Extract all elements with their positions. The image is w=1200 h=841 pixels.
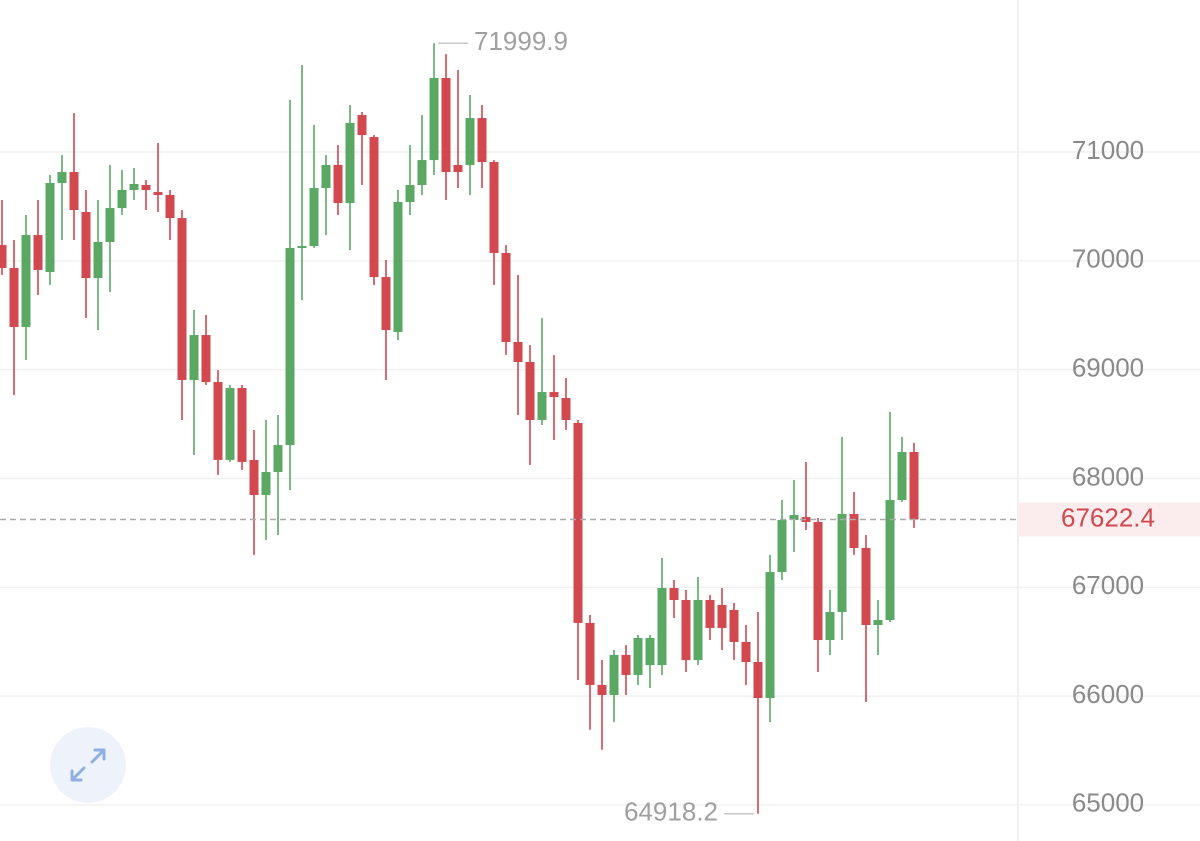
candle-body [45,183,55,273]
candle-body [105,208,115,242]
candle-body [405,184,415,202]
y-tick-label: 70000 [1072,244,1144,274]
candle-body [165,194,175,219]
candle-body [93,241,103,279]
candle-body [585,622,595,685]
low-label: 64918.2 [624,797,718,827]
candle-body [537,392,547,421]
y-tick-label: 71000 [1072,135,1144,165]
candle-body [573,422,583,623]
candle-body [393,201,403,332]
candle-body [285,247,295,446]
candle-body [189,335,199,380]
candle-body [33,235,43,270]
candle-body [297,246,307,248]
y-tick-label: 68000 [1072,461,1144,491]
candle-body [81,211,91,279]
candle-body [69,172,79,211]
candle-body [489,162,499,253]
candle-body [561,398,571,421]
candle-body [717,604,727,628]
candle-body [789,515,799,521]
candle-body [753,662,763,699]
candle-body [141,184,151,190]
candle-body [417,160,427,185]
candle-body [477,118,487,163]
last-price-label: 67622.4 [1061,502,1155,532]
candle-body [57,172,67,184]
candle-body [669,588,679,600]
candle-body [201,335,211,383]
candle-body [357,115,367,136]
candle-body [465,118,475,165]
candle-body [897,452,907,500]
candle-body [909,452,919,520]
candle-body [321,164,331,189]
candle-body [501,252,511,342]
candle-body [225,388,235,460]
candle-body [825,611,835,641]
candle-body [9,268,19,327]
candle-body [813,521,823,641]
expand-button-bg [50,727,126,803]
candle-body [849,514,859,548]
candle-body [705,599,715,628]
candle-body [273,445,283,473]
candle-body [345,122,355,204]
candle-body [0,245,7,269]
candle-body [693,599,703,661]
candle-body [657,588,667,666]
candle-body [513,341,523,363]
candle-body [369,136,379,278]
candle-body [861,547,871,626]
y-tick-label: 67000 [1072,570,1144,600]
candle-body [153,192,163,195]
candle-body [237,388,247,462]
candle-body [333,164,343,204]
expand-icon [70,748,106,782]
candle-body [309,188,319,247]
candle-body [777,520,787,573]
candle-body [549,392,559,398]
candle-body [645,637,655,666]
candle-body [525,362,535,421]
candle-body [633,637,643,675]
high-label: 71999.9 [474,26,568,56]
candle-body [681,599,691,661]
candle-body [177,218,187,380]
candle-body [441,78,451,173]
candle-body [597,684,607,695]
y-tick-label: 66000 [1072,679,1144,709]
expand-button[interactable] [50,727,126,803]
candle-body [609,654,619,695]
candle-body [741,641,751,663]
candle-body [117,189,127,209]
candle-body [381,277,391,331]
candle-body [213,382,223,460]
candle-body [249,459,259,495]
candle-body [429,78,439,161]
candle-body [765,572,775,699]
candle-body [621,654,631,675]
candle-body [453,164,463,173]
y-tick-label: 65000 [1072,788,1144,818]
candle-body [129,183,139,190]
candle-body [837,514,847,612]
candle-body [729,609,739,642]
y-tick-label: 69000 [1072,353,1144,383]
candle-body [21,235,31,327]
candle-body [261,472,271,495]
candle-body [873,620,883,626]
candle-body [885,499,895,621]
last-price-bg [1018,502,1200,537]
